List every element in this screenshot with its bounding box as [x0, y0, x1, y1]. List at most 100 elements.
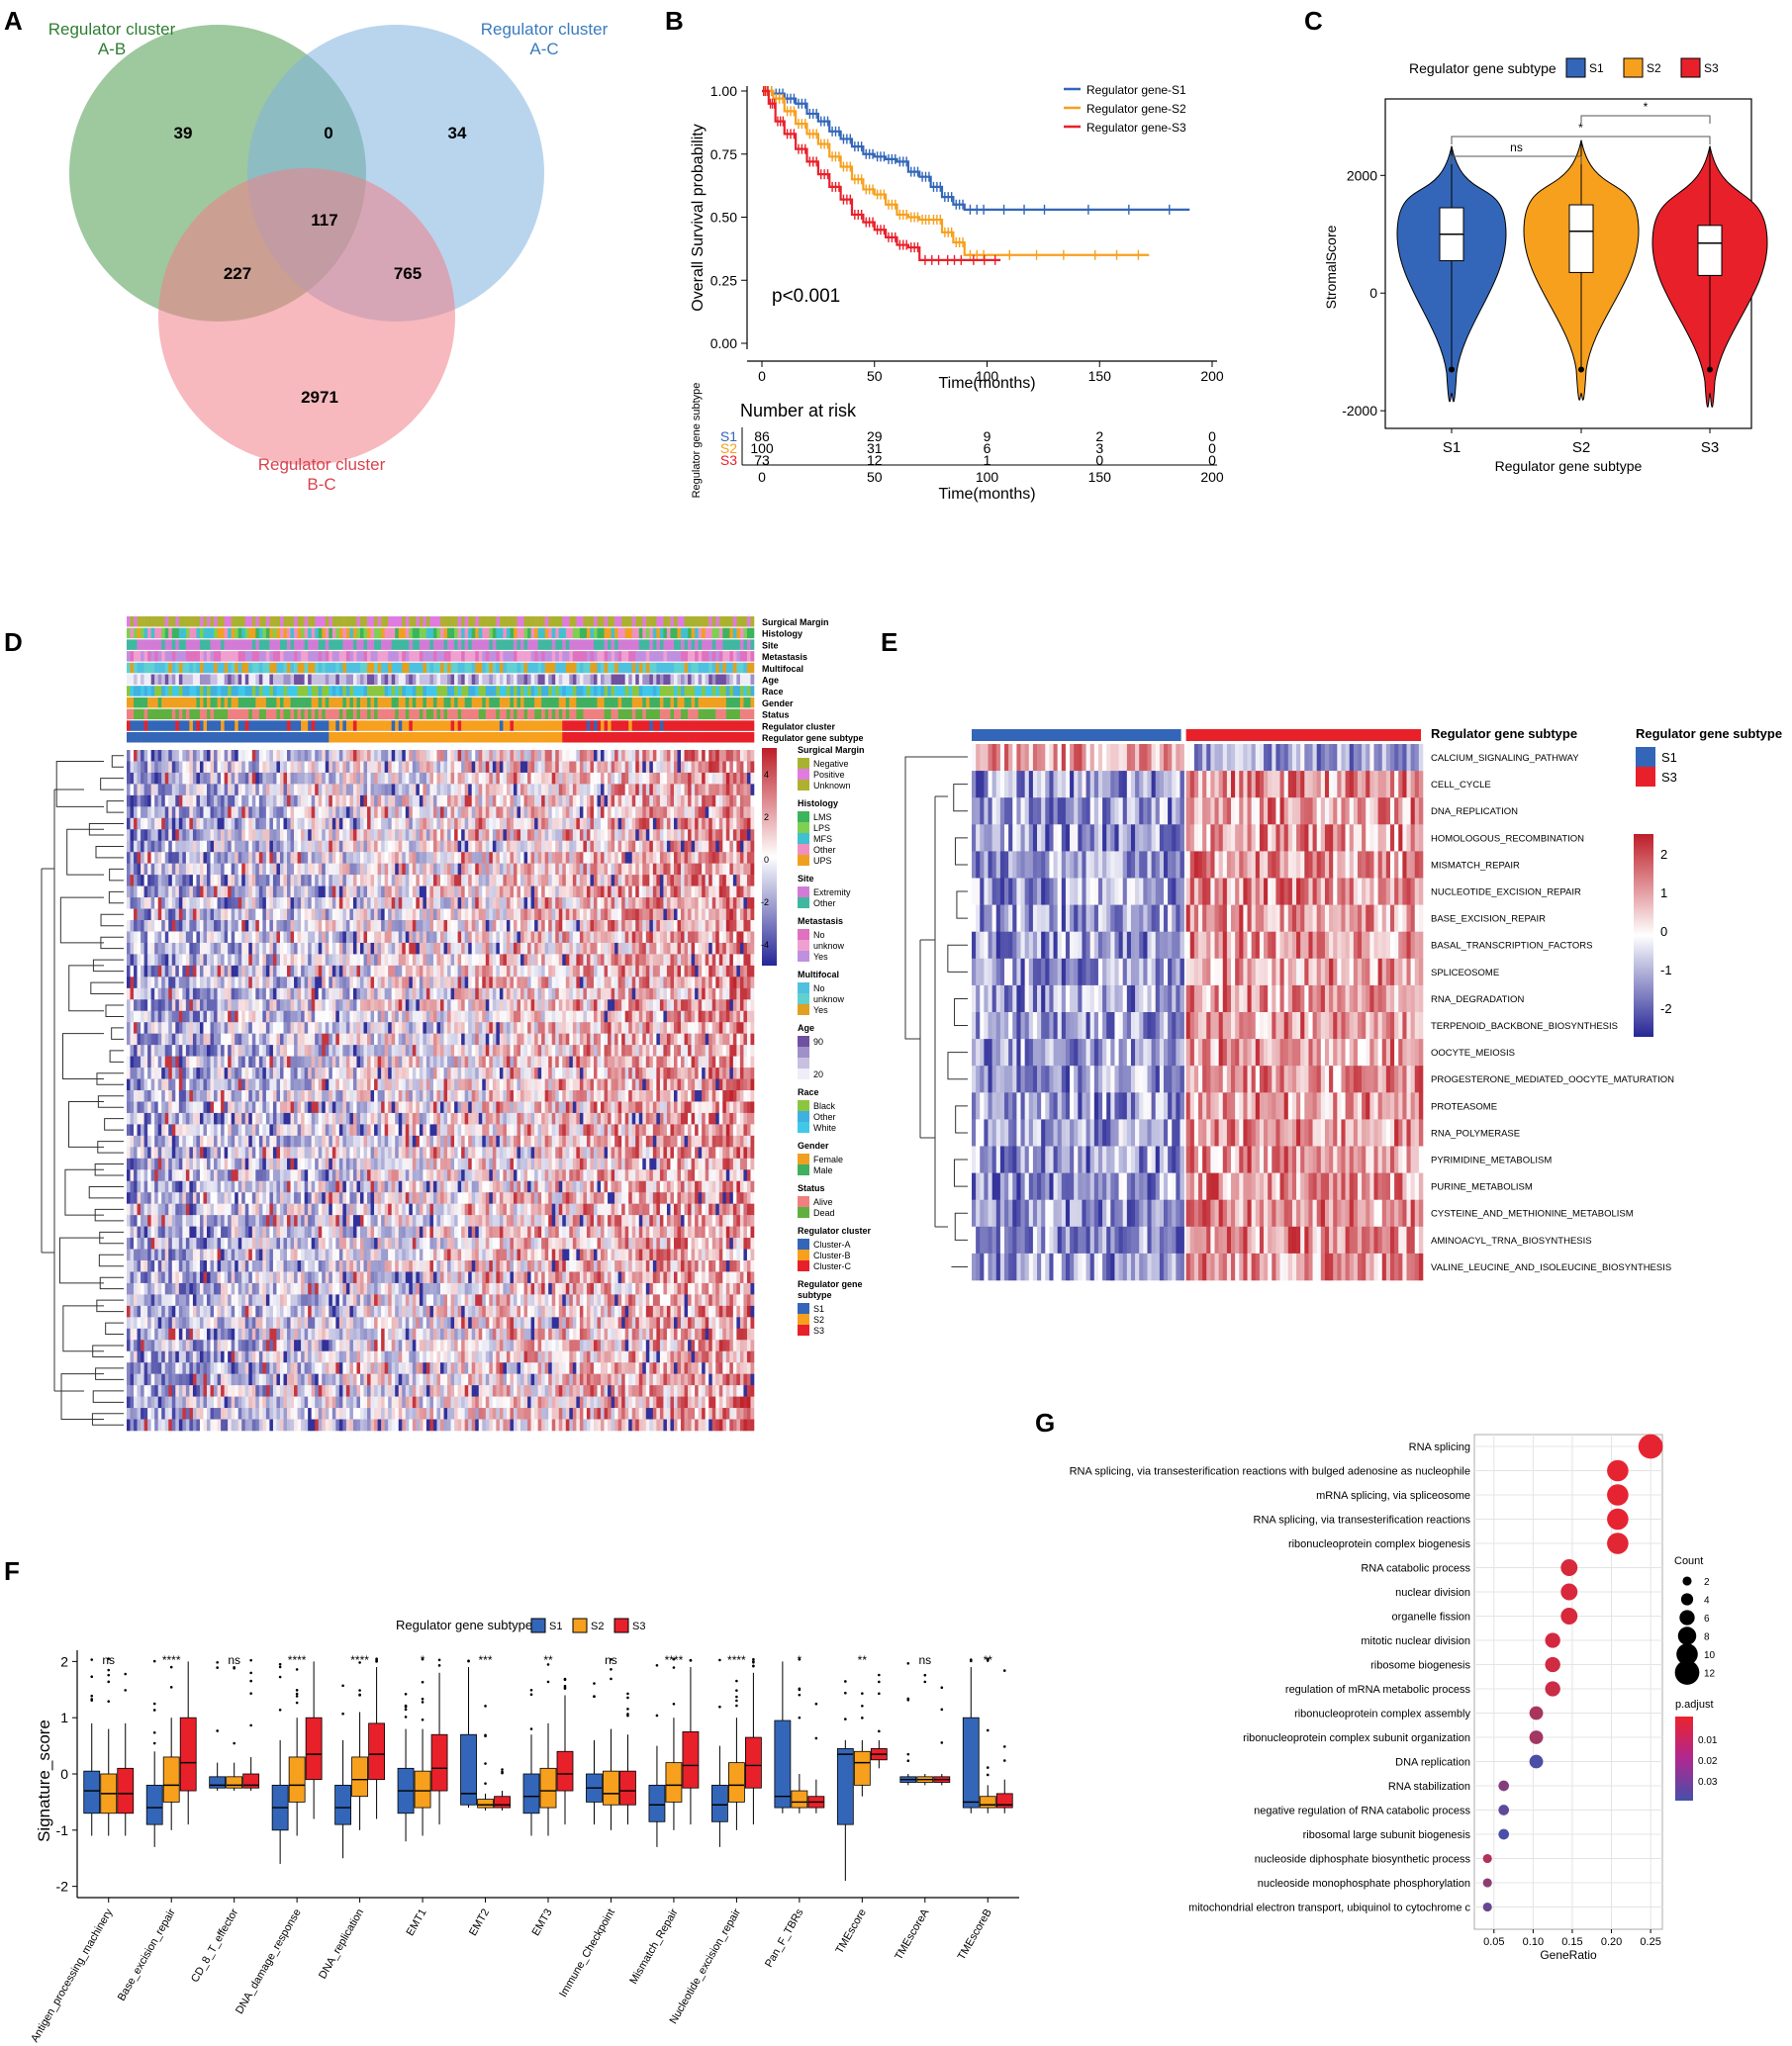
heatmap-cell [409, 806, 414, 819]
heatmap-cell [402, 908, 407, 921]
annotation-cell [432, 616, 437, 627]
heatmap-cell [638, 875, 643, 886]
annotation-cell [527, 686, 531, 697]
annotation-cell [551, 616, 556, 627]
heatmap-cell [548, 840, 553, 853]
annotation-cell [541, 732, 545, 743]
heatmap-cell [457, 897, 462, 909]
heatmap-cell [736, 863, 741, 876]
heatmap-cell [468, 806, 472, 819]
heatmap-cell [440, 840, 444, 853]
heatmap-cell [663, 897, 668, 909]
annotation-cell [248, 662, 253, 674]
annotation-cell [517, 651, 521, 662]
heatmap-cell [141, 908, 144, 921]
heatmap-cell [461, 794, 465, 807]
heatmap-cell [576, 863, 581, 876]
heatmap-cell [440, 829, 444, 842]
annotation-cell [168, 686, 173, 697]
annotation-cell [342, 627, 347, 639]
heatmap-cell [750, 761, 755, 774]
annotation-cell [688, 616, 692, 627]
heatmap-cell [614, 840, 618, 853]
annotation-cell [137, 686, 141, 697]
heatmap-cell [412, 840, 417, 853]
heatmap-cell [308, 840, 312, 853]
y-axis-title: Overall Survival probability [690, 124, 707, 311]
annotation-cell [315, 686, 320, 697]
risk-value: 73 [754, 452, 770, 468]
annotation-cell [315, 639, 320, 650]
heatmap-cell [572, 840, 577, 853]
annotation-cell [705, 651, 709, 662]
annotation-cell [429, 720, 434, 731]
annotation-cell [555, 662, 560, 674]
heatmap-cell [363, 817, 368, 830]
heatmap-cell [691, 852, 696, 864]
heatmap-cell [743, 817, 748, 830]
heatmap-cell [718, 772, 723, 785]
annotation-cell [503, 686, 508, 697]
risk-x-tick-label: 50 [867, 469, 883, 485]
heatmap-cell [673, 806, 678, 819]
heatmap-cell [210, 852, 215, 864]
heatmap-cell [597, 784, 602, 796]
heatmap-cell [304, 908, 309, 921]
heatmap-cell [356, 761, 361, 774]
heatmap-cell [150, 829, 155, 842]
annotation-cell [666, 708, 671, 720]
heatmap-cell [338, 806, 343, 819]
heatmap-cell [732, 772, 737, 785]
x-tick-label: 50 [867, 368, 883, 384]
annotation-cell [311, 697, 316, 708]
y-tick-label: 0.25 [710, 272, 737, 288]
annotation-cell [485, 686, 490, 697]
heatmap-cell [335, 829, 340, 842]
heatmap-cell [499, 908, 504, 921]
annotation-cell [297, 720, 302, 731]
heatmap-cell [544, 794, 549, 807]
x-tick-label: 150 [1088, 368, 1112, 384]
heatmap-cell [517, 885, 521, 898]
heatmap-cell [251, 761, 256, 774]
annotation-cell [279, 708, 284, 720]
heatmap-cell [496, 794, 501, 807]
heatmap-cell [251, 750, 256, 762]
annotation-cell [192, 651, 197, 662]
y-tick-label: -2000 [1342, 403, 1377, 418]
annotation-cell [349, 651, 354, 662]
heatmap-cell [130, 897, 135, 909]
heatmap-cell [237, 875, 242, 886]
heatmap-cell [283, 897, 288, 909]
annotation-cell [681, 732, 685, 743]
heatmap-cell [569, 761, 574, 774]
annotation-cell [621, 639, 625, 650]
annotation-cell [210, 686, 215, 697]
heatmap-cell [583, 784, 588, 796]
heatmap-cell [715, 863, 720, 876]
heatmap-cell [221, 863, 225, 876]
heatmap-cell [673, 908, 678, 921]
heatmap-cell [384, 840, 389, 853]
annotation-cell [645, 639, 650, 650]
annotation-cell [544, 616, 549, 627]
annotation-cell [743, 651, 748, 662]
heatmap-cell [711, 817, 716, 830]
heatmap-cell [283, 885, 288, 898]
heatmap-cell [670, 897, 675, 909]
heatmap-cell [367, 772, 371, 785]
heatmap-cell [308, 875, 312, 886]
annotation-cell [276, 686, 281, 697]
heatmap-cell [614, 794, 618, 807]
heatmap-cell [228, 908, 232, 921]
annotation-cell [478, 662, 483, 674]
heatmap-cell [681, 852, 685, 864]
annotation-cell [363, 616, 368, 627]
annotation-cell [461, 616, 465, 627]
heatmap-cell [325, 794, 330, 807]
heatmap-cell [161, 750, 166, 762]
annotation-cell [534, 674, 538, 685]
annotation-cell [695, 674, 699, 685]
heatmap-cell [416, 908, 421, 921]
annotation-cell [645, 616, 650, 627]
